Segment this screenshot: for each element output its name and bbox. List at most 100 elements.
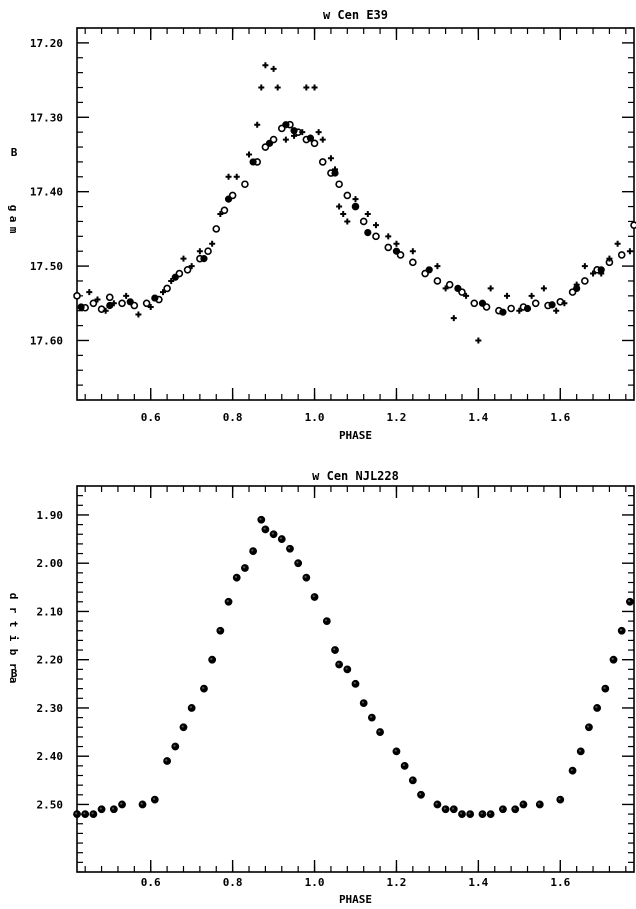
data-point-highlight: [337, 662, 340, 665]
data-point: [367, 713, 376, 722]
data-point: [257, 515, 266, 524]
data-point-highlight: [296, 561, 299, 564]
data-point: [118, 299, 126, 308]
data-point: [299, 129, 306, 136]
data-point: [196, 248, 203, 255]
data-point: [209, 240, 216, 247]
data-point: [626, 597, 634, 606]
data-point: [151, 294, 159, 302]
x-tick-label: 1.6: [550, 411, 570, 424]
data-point: [294, 559, 303, 568]
data-point: [163, 284, 171, 293]
data-point: [445, 280, 454, 289]
data-point: [372, 222, 379, 229]
y-tick-label: 2.30: [37, 702, 64, 715]
data-point: [86, 289, 93, 296]
data-point: [466, 810, 475, 818]
y-tick-label: 2.20: [37, 654, 64, 667]
data-point-highlight: [587, 725, 590, 728]
data-point: [392, 747, 401, 756]
data-point: [450, 315, 457, 322]
data-point: [97, 805, 106, 814]
data-point: [261, 525, 270, 534]
data-point: [89, 299, 98, 308]
y-tick-label: 17.20: [30, 37, 63, 50]
data-point: [504, 292, 511, 299]
chart-title: w Cen NJL228: [312, 469, 399, 483]
data-point: [200, 255, 208, 263]
data-point: [138, 800, 147, 809]
data-point: [449, 805, 458, 814]
data-point: [249, 158, 257, 166]
data-point-highlight: [312, 595, 315, 598]
data-point-highlight: [570, 768, 573, 771]
data-point: [343, 191, 352, 200]
data-point: [310, 139, 319, 148]
data-point: [606, 255, 613, 262]
data-point-highlight: [394, 749, 397, 752]
data-point: [81, 810, 90, 818]
data-point: [265, 139, 274, 147]
data-point: [232, 573, 241, 582]
data-point: [335, 180, 343, 189]
y-axis-label-letter: i: [7, 635, 20, 642]
data-point: [442, 285, 449, 292]
data-point: [617, 626, 626, 635]
data-point: [352, 196, 359, 203]
data-point-highlight: [99, 807, 102, 810]
data-point: [384, 243, 393, 252]
data-point: [282, 121, 290, 129]
data-point-highlight: [521, 802, 524, 805]
data-point: [568, 766, 577, 775]
data-point: [614, 240, 621, 247]
data-point: [340, 211, 347, 217]
y-axis-label-letter: b: [7, 649, 20, 656]
data-point: [135, 311, 142, 318]
data-point-highlight: [226, 599, 229, 603]
y-axis-label-letter: r: [7, 663, 20, 670]
chart-panel-1: w Cen E39 0.6 0.8 1.0 1.2 1.4 1.6 17.20 17.30 17.…: [7, 8, 636, 442]
data-point-highlight: [111, 807, 115, 810]
data-point: [105, 293, 114, 302]
data-point-highlight: [443, 807, 446, 810]
data-point: [408, 776, 417, 785]
data-point: [270, 65, 277, 72]
data-point-highlight: [611, 657, 614, 661]
data-point-highlight: [578, 749, 582, 752]
chart-panel-2: w Cen NJL228 0.6 0.8 1.0 1.2 1.4 1.6 1.90 2.00 2.…: [7, 469, 635, 906]
data-point: [351, 679, 360, 688]
data-point-highlight: [304, 575, 307, 578]
data-point: [282, 136, 289, 143]
data-point-highlight: [243, 566, 246, 569]
data-point-highlight: [210, 657, 213, 661]
data-point: [89, 810, 98, 818]
data-point: [310, 593, 319, 601]
data-point: [241, 564, 249, 572]
data-point: [73, 810, 81, 818]
x-tick-label: 0.8: [223, 411, 243, 424]
data-point-highlight: [419, 792, 422, 796]
data-point: [463, 292, 470, 299]
x-tick-label: 0.8: [223, 876, 243, 889]
y-axis-label-letter: t: [7, 621, 20, 628]
x-tick-label: 0.6: [141, 411, 161, 424]
data-point: [336, 203, 343, 210]
data-point: [180, 255, 187, 262]
data-point-highlight: [218, 628, 221, 632]
data-point-highlight: [189, 706, 192, 709]
data-point: [561, 300, 568, 307]
data-point: [372, 232, 380, 241]
data-point: [224, 597, 233, 606]
data-point: [617, 251, 626, 259]
y-axis-label-letter: d: [7, 593, 20, 600]
data-point-highlight: [558, 797, 561, 800]
data-point: [385, 233, 392, 240]
data-point-highlight: [451, 807, 455, 810]
data-point: [246, 151, 253, 158]
data-point: [531, 299, 540, 308]
y-axis-label-prefix: B: [11, 146, 18, 159]
data-point: [331, 646, 339, 654]
data-point-highlight: [75, 812, 78, 815]
data-point: [216, 626, 225, 635]
data-point: [573, 281, 580, 288]
